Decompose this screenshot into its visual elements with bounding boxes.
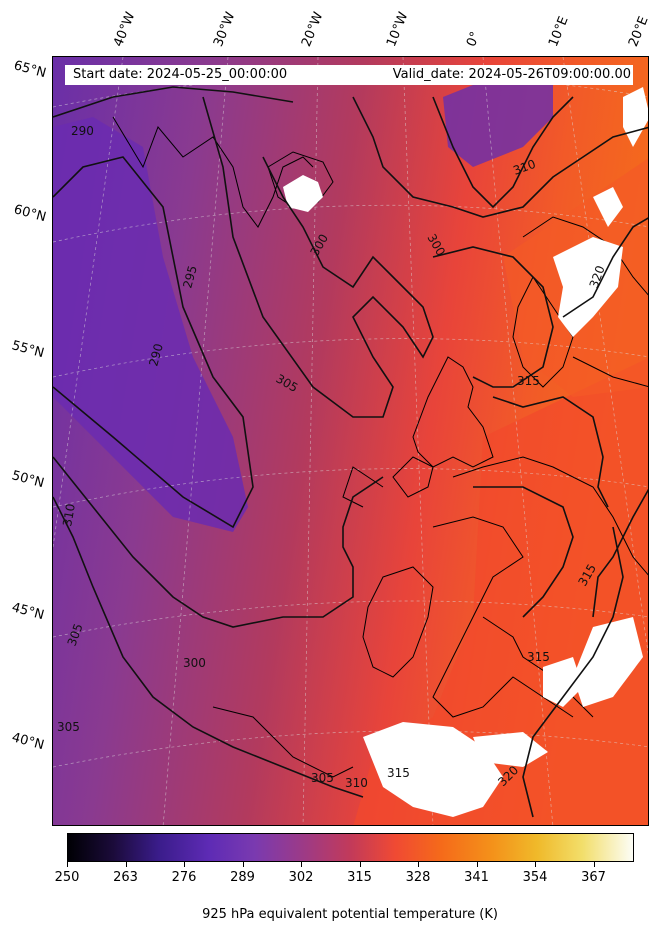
equivalent-potential-temperature-map: 290 290 295 300 300 300 305 305 305 305 … [53, 57, 648, 825]
contour-label-310-south: 310 [345, 776, 368, 790]
contour-label-315-south: 315 [387, 766, 410, 780]
colorbar-tick-label: 367 [581, 870, 606, 885]
colorbar-tick [418, 862, 419, 867]
cold-region-north [443, 77, 553, 167]
colorbar-tick-label: 263 [113, 870, 138, 885]
contour-label-305-sw: 305 [57, 720, 80, 734]
start-date: Start date: 2024-05-25_00:00:00 [73, 67, 288, 82]
contour-label-315-mid: 315 [517, 374, 540, 388]
lon-label-0: 0° [464, 29, 484, 49]
lat-label-55n: 55°N [10, 338, 46, 362]
contour-label-305-south: 305 [311, 771, 334, 785]
colorbar-tick [593, 862, 595, 867]
map-frame: 290 290 295 300 300 300 305 305 305 305 … [52, 56, 649, 826]
colorbar-tick [184, 862, 185, 867]
colorbar [67, 833, 634, 862]
lon-label-20e: 20°E [626, 14, 652, 49]
colorbar-tick-label: 354 [522, 870, 548, 885]
colorbar-tick-label: 328 [405, 870, 431, 885]
colorbar-tick [359, 862, 361, 867]
colorbar-title: 925 hPa equivalent potential temperature… [202, 907, 498, 922]
contour-label-300-south: 300 [183, 656, 206, 670]
lon-label-30w: 30°W [211, 10, 239, 49]
colorbar-tick-label: 302 [288, 870, 314, 885]
colorbar-tick [476, 862, 478, 867]
lon-label-40w: 40°W [111, 10, 139, 49]
lon-label-10w: 10°W [384, 10, 412, 49]
lon-label-20w: 20°W [299, 10, 327, 49]
contour-label-295: 295 [180, 264, 199, 290]
contour-label-290-nw: 290 [71, 124, 94, 138]
contours [53, 86, 648, 818]
lat-label-60n: 60°N [12, 202, 48, 226]
colorbar-tick-label: 341 [464, 870, 489, 885]
lon-label-10e: 10°E [546, 14, 572, 49]
date-header: Start date: 2024-05-25_00:00:00 Valid_da… [65, 65, 633, 85]
lat-label-40n: 40°N [10, 730, 46, 754]
contour-label-315-se: 315 [527, 650, 550, 664]
colorbar-tick-label: 315 [347, 870, 372, 885]
terrain-mask [283, 87, 648, 817]
contour-label-290-mid: 290 [146, 342, 165, 368]
valid-date: Valid_date: 2024-05-26T09:00:00.00 [392, 67, 631, 82]
colorbar-tick [535, 862, 536, 867]
graticule [53, 57, 648, 825]
colorbar-tick [67, 862, 68, 867]
coastlines [112, 116, 648, 778]
colorbar-tick [242, 862, 244, 867]
contour-label-310-west: 310 [60, 503, 78, 528]
colorbar-tick-label: 289 [230, 870, 255, 885]
lat-label-45n: 45°N [10, 600, 46, 624]
colorbar-tick-label: 250 [54, 870, 80, 885]
colorbar-tick [301, 862, 302, 867]
colorbar-tick-label: 276 [171, 870, 197, 885]
lat-label-65n: 65°N [12, 58, 48, 82]
lat-label-50n: 50°N [10, 468, 46, 492]
colorbar-tick [125, 862, 127, 867]
warm-region-south [353, 357, 648, 825]
